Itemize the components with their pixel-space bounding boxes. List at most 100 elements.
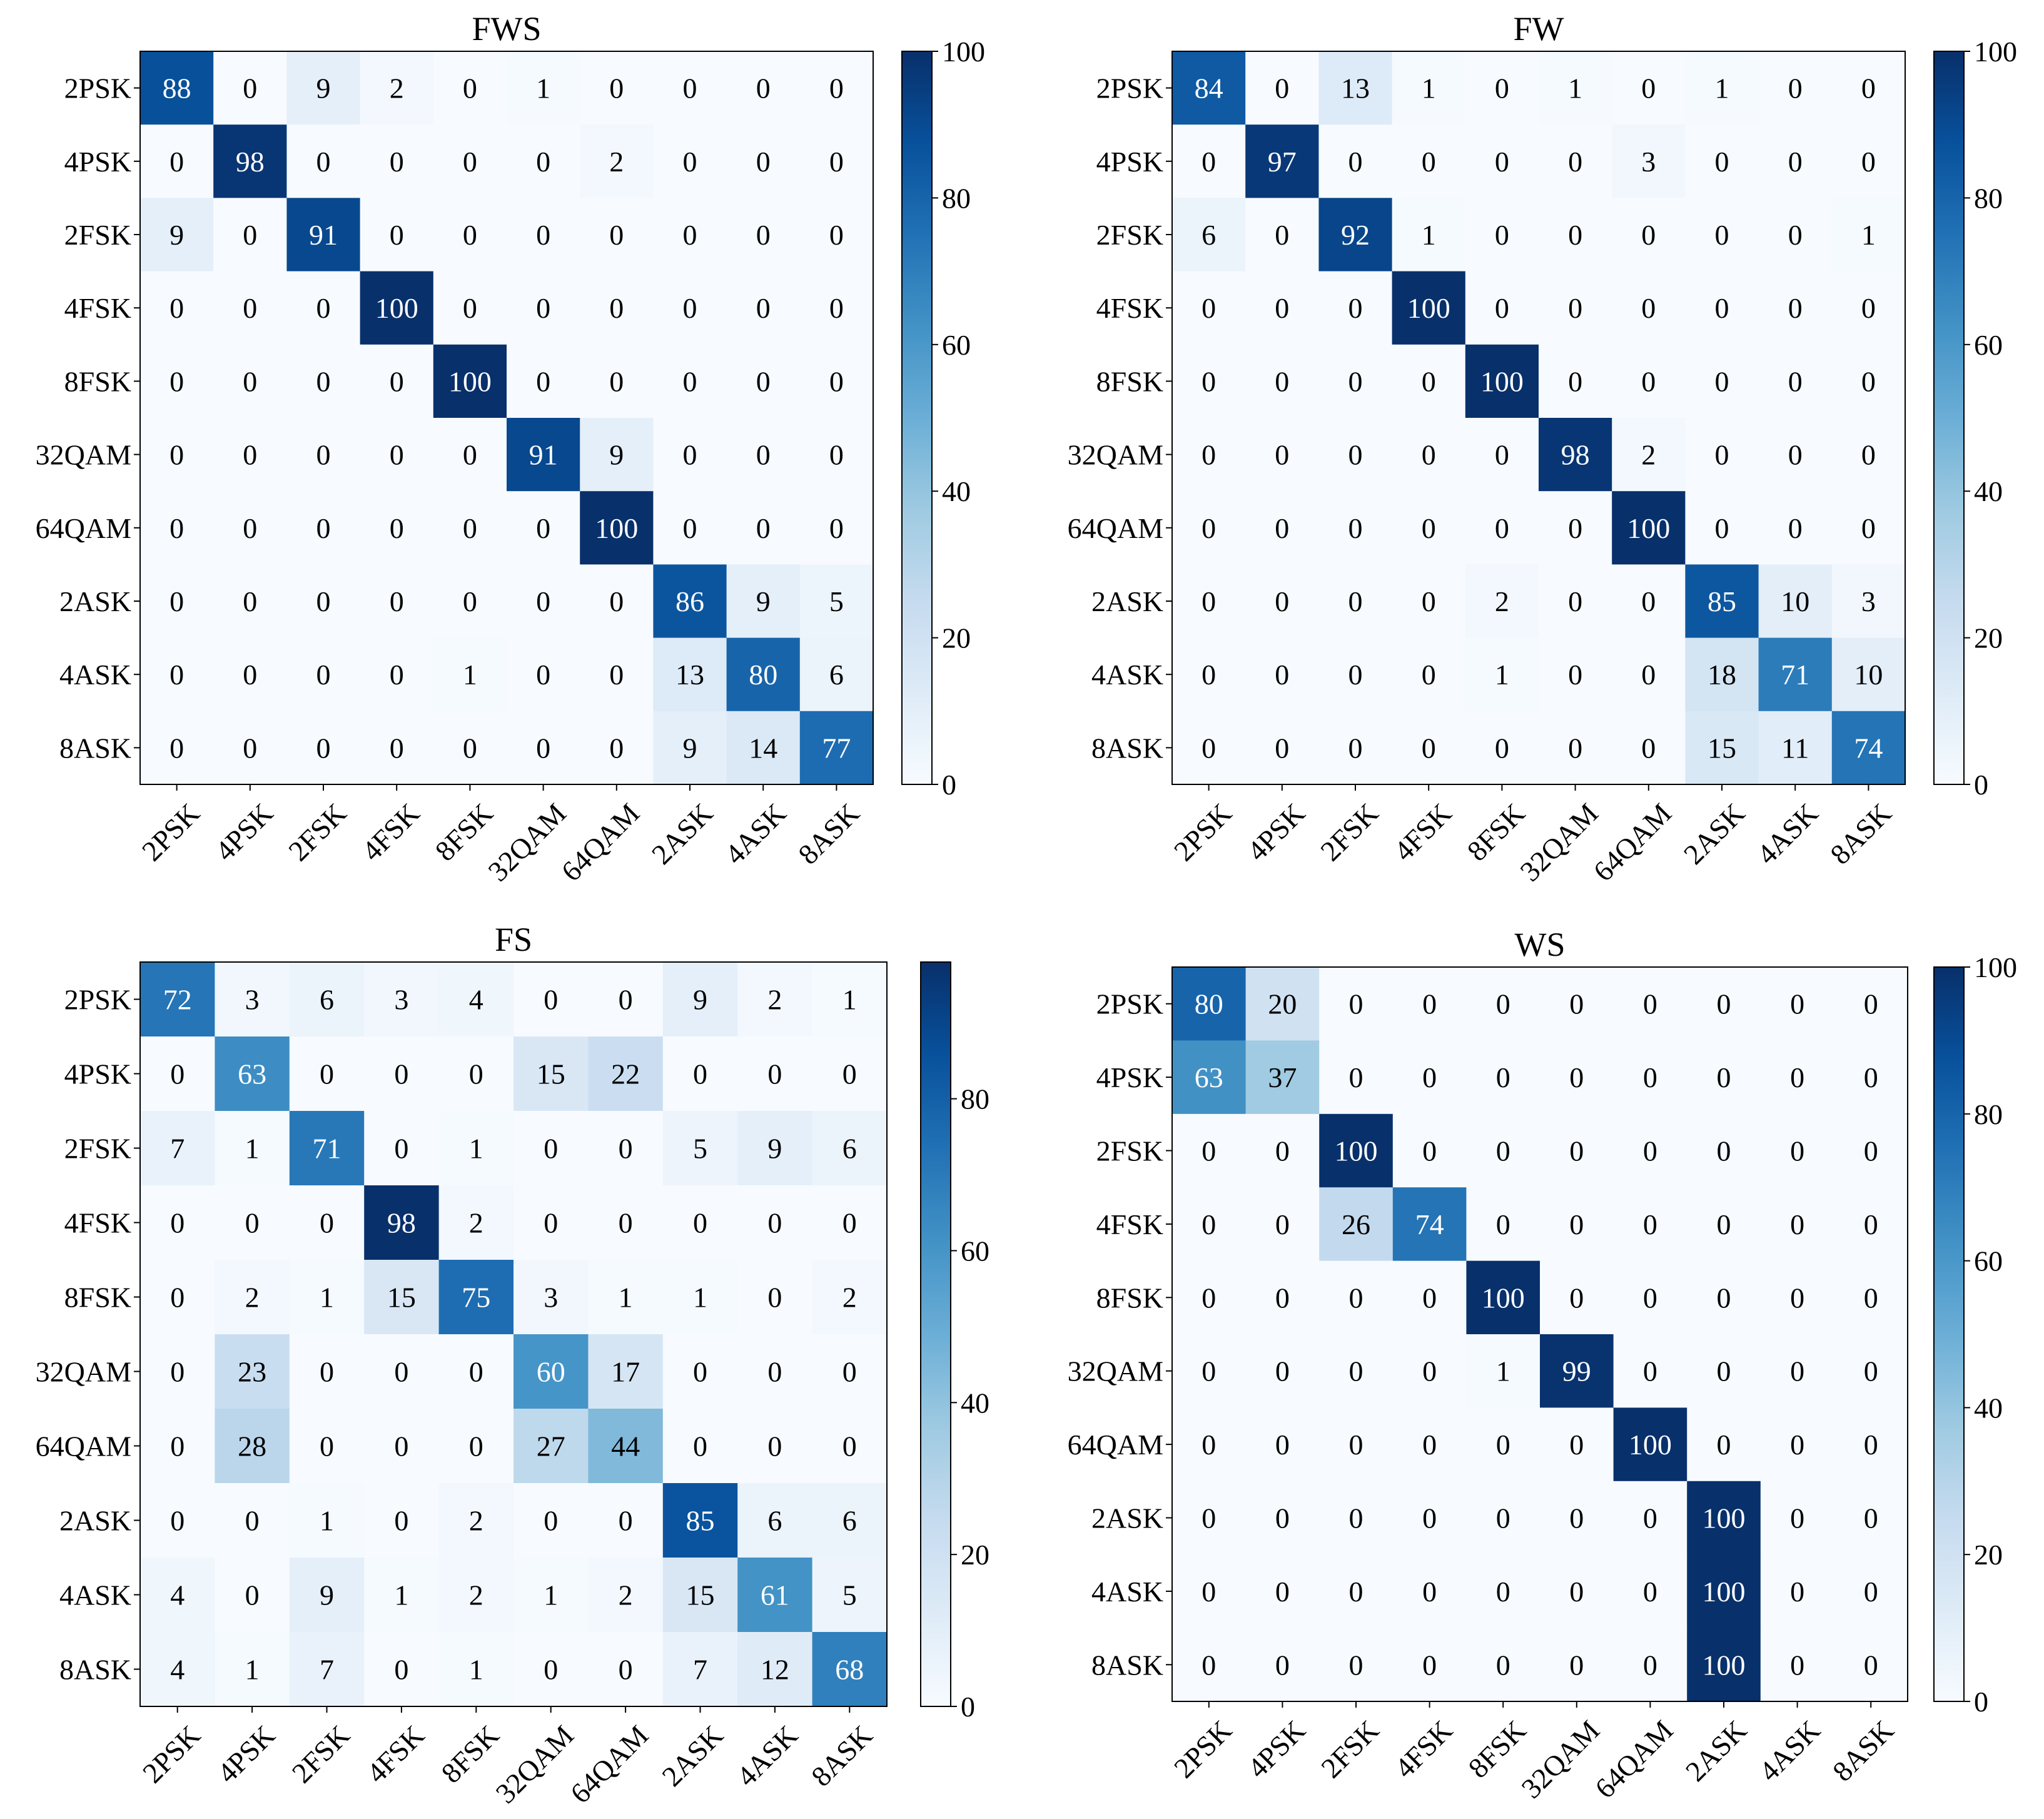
cell-value-label: 0 xyxy=(1275,1208,1290,1240)
cell-8fsk-4ask xyxy=(726,344,801,418)
cell-value-label: 100 xyxy=(595,512,638,544)
cell-2psk-32qam xyxy=(1539,51,1612,125)
cell-value-label: 0 xyxy=(169,365,184,397)
cell-4fsk-4ask xyxy=(1758,271,1833,345)
cell-value-label: 9 xyxy=(316,73,331,104)
y-tick-label: 4PSK xyxy=(1096,1062,1163,1093)
cell-value-label: 0 xyxy=(1202,146,1216,178)
cell-8ask-4fsk xyxy=(1392,711,1466,785)
cell-value-label: 0 xyxy=(1349,1576,1364,1608)
cell-value-label: 0 xyxy=(1422,732,1436,764)
cell-4psk-4psk xyxy=(1245,1040,1320,1115)
cell-4psk-2fsk xyxy=(286,124,361,198)
cell-2fsk-8ask xyxy=(1834,1113,1908,1188)
cell-8ask-2ask xyxy=(1687,1628,1761,1702)
y-tick-label: 2FSK xyxy=(1096,219,1163,251)
cell-32qam-8fsk xyxy=(1466,1334,1541,1408)
cell-value-label: 0 xyxy=(756,365,771,397)
cell-value-label: 9 xyxy=(683,732,697,764)
y-tick-label: 8ASK xyxy=(1091,732,1163,764)
cell-value-label: 9 xyxy=(609,439,624,471)
cell-value-label: 0 xyxy=(1275,512,1289,544)
cell-value-label: 0 xyxy=(1864,1135,1878,1167)
cell-value-label: 0 xyxy=(1202,1502,1216,1534)
cell-2ask-2fsk xyxy=(286,564,361,639)
cell-8ask-32qam xyxy=(514,1632,589,1707)
cell-2fsk-4ask xyxy=(1758,198,1833,272)
cell-2ask-32qam xyxy=(1540,1481,1614,1555)
cell-value-label: 0 xyxy=(1788,146,1803,178)
cell-value-label: 0 xyxy=(1715,146,1729,178)
cell-4fsk-8fsk xyxy=(1465,271,1539,345)
cell-value-label: 0 xyxy=(1717,1429,1731,1461)
cell-8fsk-64qam xyxy=(588,1260,664,1335)
cell-64qam-64qam xyxy=(1613,1407,1687,1482)
cell-value-label: 7 xyxy=(320,1654,334,1686)
cell-2psk-4fsk xyxy=(1392,967,1467,1041)
cell-4ask-32qam xyxy=(1539,637,1612,712)
cell-value-label: 68 xyxy=(835,1654,864,1686)
cell-value-label: 3 xyxy=(1861,585,1876,617)
y-tick-label: 2PSK xyxy=(64,984,131,1016)
cell-value-label: 0 xyxy=(1861,73,1876,104)
cell-2psk-8fsk xyxy=(1465,51,1539,125)
cell-2psk-4fsk xyxy=(364,962,440,1037)
cell-4ask-8fsk xyxy=(438,1558,514,1633)
cell-8fsk-4ask xyxy=(1760,1260,1834,1335)
cell-2fsk-4ask xyxy=(737,1111,813,1186)
cell-value-label: 91 xyxy=(529,439,558,471)
colorbar-frame xyxy=(920,961,951,1707)
cell-2ask-8fsk xyxy=(438,1483,514,1558)
cell-2fsk-2psk xyxy=(140,1111,215,1186)
cell-value-label: 0 xyxy=(1202,1576,1216,1608)
cell-32qam-64qam xyxy=(1612,418,1686,492)
cell-2psk-2fsk xyxy=(1318,51,1393,125)
cell-value-label: 0 xyxy=(767,1058,782,1090)
cell-2psk-64qam xyxy=(588,962,664,1037)
cell-value-label: 0 xyxy=(1495,219,1509,251)
cell-64qam-2fsk xyxy=(286,491,361,565)
cell-32qam-2ask xyxy=(1685,418,1759,492)
y-tick-label: 64QAM xyxy=(1068,1429,1163,1461)
cell-value-label: 0 xyxy=(316,146,331,178)
cell-4psk-2ask xyxy=(653,124,727,198)
cell-value-label: 0 xyxy=(1275,585,1289,617)
cell-value-label: 0 xyxy=(463,146,477,178)
cell-8ask-8fsk xyxy=(433,711,507,785)
cell-2ask-64qam xyxy=(588,1483,664,1558)
cell-2ask-8fsk xyxy=(1466,1481,1541,1555)
cell-value-label: 0 xyxy=(1569,1282,1584,1314)
cell-4ask-64qam xyxy=(1612,637,1686,712)
cell-value-label: 0 xyxy=(243,512,257,544)
cell-value-label: 0 xyxy=(1496,1208,1510,1240)
panel-title: FW xyxy=(1514,10,1564,48)
cell-8ask-4psk xyxy=(1245,711,1319,785)
colorbar-tick-label: 0 xyxy=(942,769,956,801)
colorbar-tick-label: 60 xyxy=(1974,1245,2003,1277)
cell-4psk-2fsk xyxy=(1318,124,1393,198)
cell-value-label: 0 xyxy=(767,1282,782,1314)
cell-value-label: 0 xyxy=(619,984,633,1016)
colorbar-gradient xyxy=(1934,51,1964,784)
cell-value-label: 7 xyxy=(170,1133,185,1165)
cell-8ask-8fsk xyxy=(1466,1628,1541,1702)
cell-value-label: 0 xyxy=(316,585,331,617)
colorbar-frame xyxy=(1933,966,1965,1702)
y-tick-label: 2FSK xyxy=(1096,1135,1163,1167)
cell-32qam-4fsk xyxy=(1392,418,1466,492)
cell-8fsk-4psk xyxy=(1245,344,1319,418)
cell-value-label: 0 xyxy=(1422,585,1436,617)
x-tick-label: 2ASK xyxy=(1677,797,1751,870)
cell-value-label: 0 xyxy=(243,659,257,691)
cell-2psk-2ask xyxy=(653,51,727,125)
y-tick-label: 64QAM xyxy=(1068,512,1163,544)
cell-value-label: 0 xyxy=(693,1207,707,1239)
cell-2fsk-32qam xyxy=(514,1111,589,1186)
cell-4ask-2psk xyxy=(140,1558,215,1633)
cell-value-label: 2 xyxy=(469,1505,483,1537)
colorbar-tick-label: 100 xyxy=(1974,951,2017,983)
cell-value-label: 1 xyxy=(1496,1355,1510,1387)
cell-value-label: 3 xyxy=(544,1282,558,1314)
cell-8ask-4psk xyxy=(1245,1628,1320,1702)
